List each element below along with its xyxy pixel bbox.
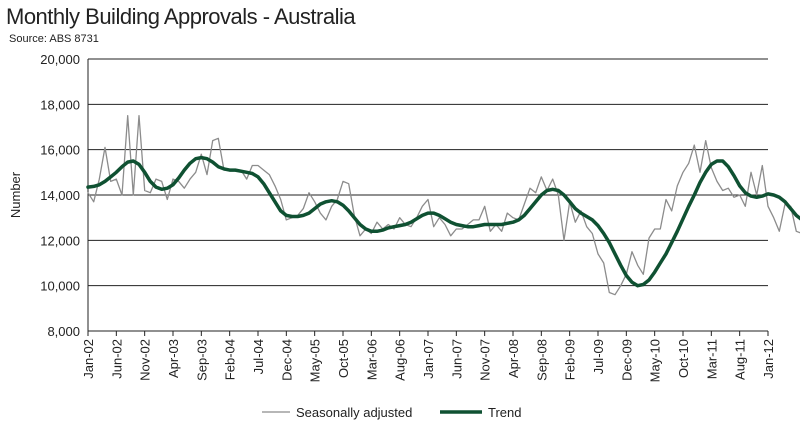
x-tick-label: Jun-07 [449,339,464,379]
legend-label: Seasonally adjusted [296,405,412,420]
x-tick-label: Dec-04 [279,339,294,381]
x-tick-label: Jul-04 [251,339,266,374]
x-tick-label: May-05 [308,339,323,382]
seasonally-adjusted-line [87,115,800,296]
x-tick-label: Jul-09 [591,339,606,374]
x-tick-label: Feb-04 [223,339,238,380]
x-tick-label: Oct-10 [676,339,691,378]
x-tick-label: Nov-07 [478,339,493,381]
y-axis-label: Number [8,171,23,218]
x-tick-label: Nov-02 [138,339,153,381]
y-tick-label: 10,000 [40,279,80,294]
legend-label: Trend [488,405,521,420]
y-tick-label: 20,000 [40,52,80,67]
y-tick-label: 12,000 [40,233,80,248]
x-tick-label: Mar-11 [704,339,719,379]
x-tick-label: Oct-05 [336,339,351,378]
x-tick-label: May-10 [648,339,663,382]
y-tick-label: 16,000 [40,143,80,158]
x-tick-label: Jan-12 [761,339,776,379]
x-tick-label: Sep-03 [194,339,209,381]
x-tick-label: Mar-06 [364,339,379,380]
x-tick-label: Dec-09 [619,339,634,381]
x-tick-label: Apr-03 [166,339,181,378]
x-tick-label: Sep-08 [534,339,549,381]
x-tick-label: Apr-08 [506,339,521,378]
y-tick-label: 8,000 [47,324,80,339]
chart-title: Monthly Building Approvals - Australia [6,4,356,29]
x-tick-label: Jan-02 [81,339,96,379]
trend-line [86,155,800,288]
y-tick-label: 18,000 [40,97,80,112]
x-tick-label: Aug-06 [393,339,408,381]
chart-subtitle: Source: ABS 8731 [9,33,99,45]
x-tick-label: Aug-11 [733,339,748,380]
x-tick-label: Feb-09 [563,339,578,380]
x-tick-label: Jun-02 [109,339,124,379]
x-tick-label: Jan-07 [421,339,436,379]
y-tick-label: 14,000 [40,188,80,203]
